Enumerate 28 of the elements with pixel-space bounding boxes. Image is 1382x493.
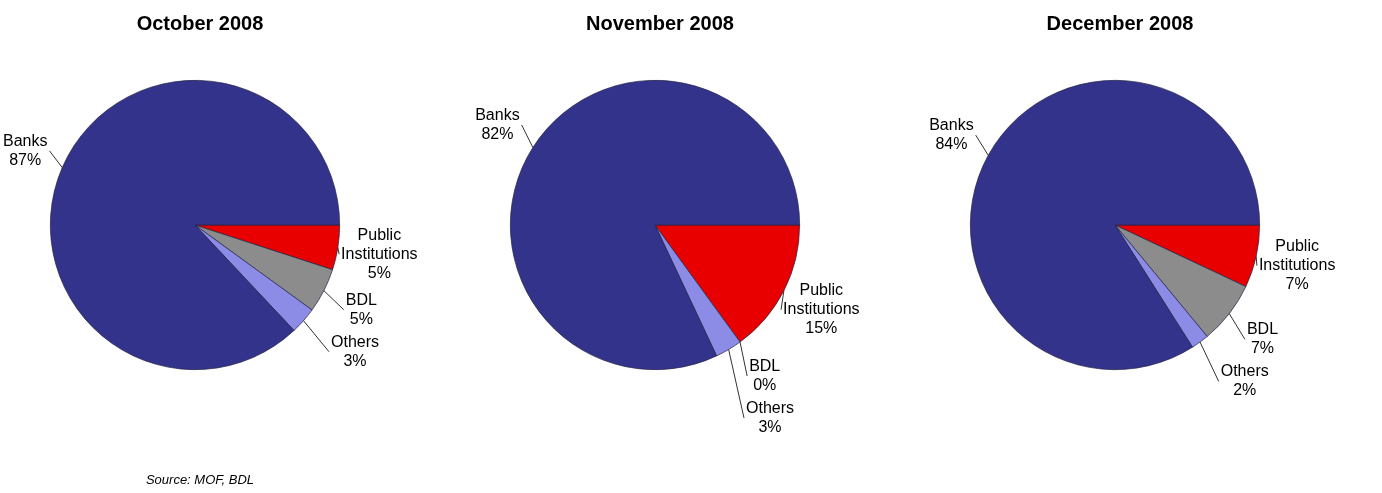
slice-label: Others [746, 398, 795, 416]
data-label: 84% [935, 134, 968, 152]
data-label: 5% [349, 309, 373, 327]
data-label: 3% [343, 351, 367, 369]
data-label: 87% [9, 150, 42, 168]
slice-label: Others [1220, 362, 1269, 380]
slice-label: Public Institutions [783, 281, 860, 318]
data-label: 2% [1233, 381, 1257, 399]
text: 0% [753, 375, 777, 393]
data-label: 5% [367, 263, 391, 281]
source-note: Source: MOF, BDL [144, 472, 256, 487]
chart-title: December 2008 [1045, 12, 1195, 35]
slice-label: Public Institutions [341, 225, 418, 262]
data-label: 15% [805, 319, 838, 337]
slice-label: Public Institutions [1258, 237, 1336, 274]
legend-label: BDL [749, 356, 781, 374]
data-label: 3% [758, 417, 782, 435]
chart-title: November 2008 [585, 12, 735, 35]
slice-label: BDL [345, 290, 377, 308]
data-label: 82% [481, 124, 514, 142]
chart-title: October 2008 [135, 12, 265, 35]
data-label: 7% [1285, 275, 1309, 293]
slice-label: Banks [929, 115, 974, 133]
slice-label: Banks [3, 131, 48, 149]
slice-label: BDL [1246, 320, 1279, 338]
slice-label: Banks [475, 105, 520, 123]
slice-label: Others [331, 332, 380, 350]
data-label: 7% [1250, 339, 1275, 357]
